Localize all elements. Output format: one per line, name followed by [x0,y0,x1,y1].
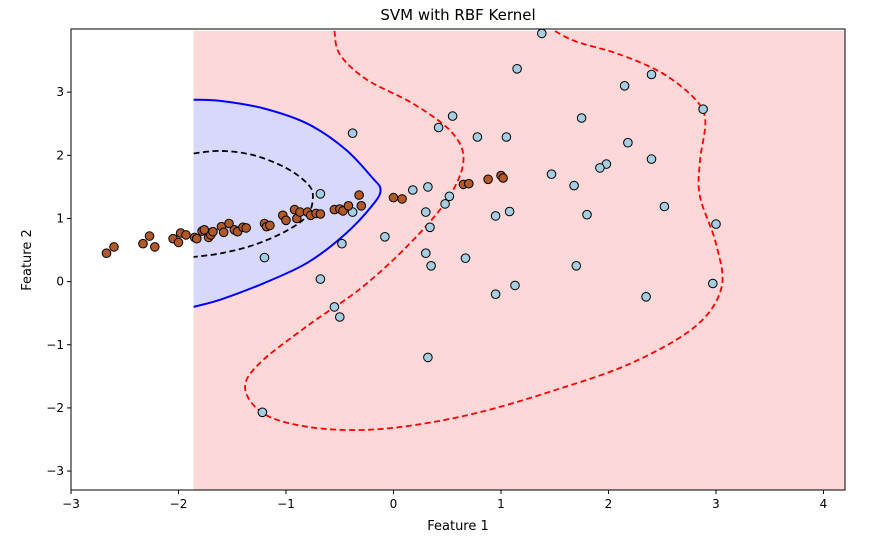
point-class-1 [397,194,407,204]
point-class-1 [281,215,291,226]
point-class-0 [315,189,326,199]
point-class-0 [646,69,657,80]
point-class-0 [472,132,483,142]
point-class-0 [315,274,326,284]
point-class-0 [576,113,587,123]
chart-title: SVM with RBF Kernel [380,6,535,24]
point-class-0 [708,278,718,289]
y-tick-label: −3 [46,464,64,478]
x-tick-label: 3 [712,497,720,511]
decision-regions [193,30,845,490]
point-class-0 [380,232,390,242]
point-class-1 [192,233,202,244]
point-class-0 [546,169,557,179]
point-class-0 [595,163,605,173]
x-tick-label: 1 [497,497,505,511]
point-class-0 [569,180,579,191]
y-tick-label: −1 [46,338,64,352]
point-class-0 [711,219,721,229]
point-class-0 [440,199,450,209]
point-class-0 [347,128,358,138]
point-class-1 [224,218,234,229]
data-points [101,29,721,418]
x-tick-label: −1 [277,497,295,511]
point-class-0 [490,289,501,300]
point-class-0 [512,64,522,74]
point-class-1 [356,201,367,211]
point-class-0 [329,302,340,312]
point-class-1 [173,237,184,248]
point-class-1 [109,242,119,252]
point-class-0 [426,261,436,271]
x-tick-label: 2 [605,497,613,511]
point-class-0 [619,81,630,91]
point-class-0 [259,252,270,263]
point-class-1 [208,226,218,237]
point-class-0 [425,222,435,233]
x-axis-label: Feature 1 [427,519,489,534]
point-class-1 [498,173,508,183]
y-tick-label: 1 [56,211,64,225]
y-tick-label: 3 [56,85,64,99]
region-negative [193,99,381,307]
point-class-0 [421,207,431,217]
point-class-1 [218,227,229,238]
x-tick-label: −2 [170,497,188,511]
y-tick-label: −2 [46,401,64,415]
point-class-1 [241,223,251,233]
point-class-1 [464,178,474,189]
point-class-1 [483,174,493,185]
decision-boundary [193,98,382,308]
x-tick-label: −3 [62,497,80,511]
point-class-0 [257,407,268,418]
decision-contours [193,30,724,431]
point-class-1 [265,220,275,231]
point-class-0 [408,185,418,195]
point-class-1 [315,209,326,219]
point-class-0 [460,253,471,264]
point-class-1 [144,231,155,241]
y-tick-label: 2 [56,148,64,162]
point-class-0 [641,292,651,302]
point-class-1 [181,230,191,240]
point-class-0 [421,248,431,258]
y-tick-label: 0 [56,275,64,289]
point-class-0 [582,209,592,220]
y-axis-label: Feature 2 [20,229,35,291]
point-class-0 [623,137,633,148]
point-class-0 [571,261,582,271]
point-class-0 [423,182,433,192]
point-class-0 [501,132,512,142]
plot-frame [70,28,846,491]
point-class-1 [354,190,364,200]
margin-negative [193,149,314,258]
point-class-0 [433,122,444,133]
point-class-0 [510,280,520,291]
x-axis: −3 −2 −1 0 1 2 3 4 [62,490,827,511]
point-class-0 [447,111,458,121]
point-class-1 [388,192,399,203]
point-class-0 [337,238,347,249]
point-class-1 [343,201,354,211]
x-tick-label: 4 [820,497,828,511]
point-class-0 [659,201,670,212]
point-class-0 [490,211,501,221]
point-class-0 [646,154,657,164]
point-class-0 [444,191,455,202]
x-tick-label: 0 [390,497,398,511]
point-class-0 [537,29,547,39]
point-class-1 [101,248,112,258]
y-axis: −3 −2 −1 0 1 2 3 [46,85,71,478]
region-positive [193,30,845,490]
point-class-0 [504,206,515,217]
point-class-0 [335,312,345,322]
point-class-0 [423,352,433,363]
point-class-1 [150,242,160,252]
margin-positive [244,30,724,431]
point-class-0 [698,104,708,114]
point-class-1 [138,238,148,249]
